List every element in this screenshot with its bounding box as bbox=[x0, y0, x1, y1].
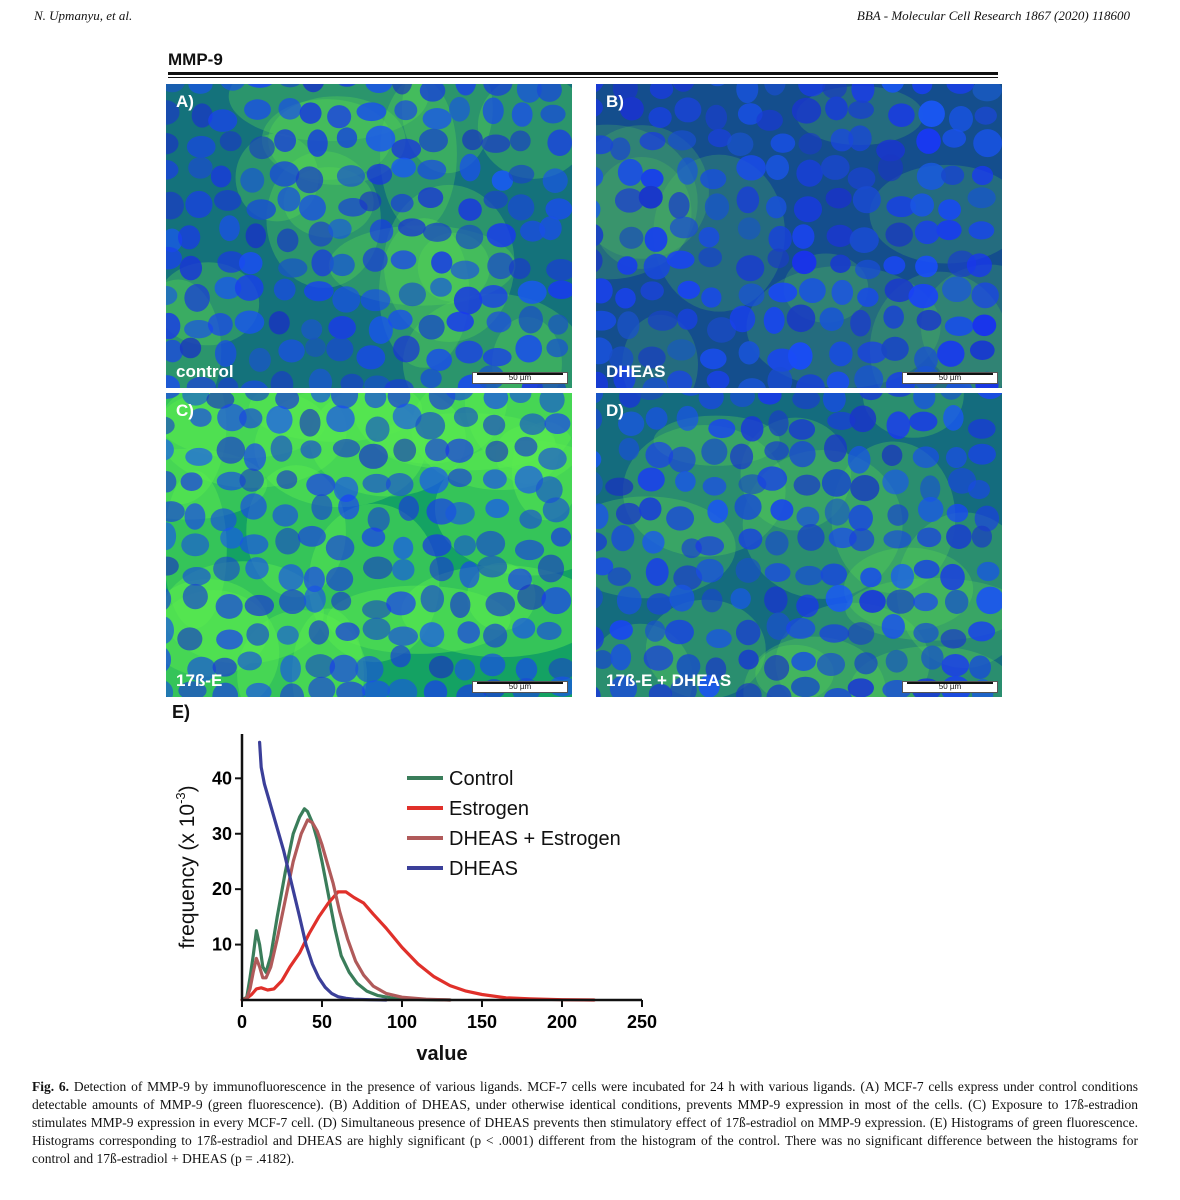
panel-letter-e: E) bbox=[172, 702, 190, 722]
title-rule-thick bbox=[168, 72, 998, 75]
panel-condition-a: control bbox=[176, 362, 234, 381]
panel-condition-b: DHEAS bbox=[606, 362, 666, 381]
y-axis-label-sup: -3 bbox=[173, 792, 188, 804]
legend: Control Estrogen DHEAS + Estrogen DHEAS bbox=[407, 768, 621, 880]
x-tick-label-3: 150 bbox=[467, 1012, 497, 1032]
x-axis-label: value bbox=[416, 1043, 467, 1065]
y-tick-label-0: 10 bbox=[212, 935, 232, 955]
micrograph-image-c bbox=[166, 393, 572, 697]
micrograph-image-d bbox=[596, 393, 1002, 697]
series-line-estrogen bbox=[240, 890, 596, 1002]
figure-title: MMP-9 bbox=[168, 50, 223, 69]
micrograph-panel-c: C) 17ß-E 50 µm bbox=[166, 393, 572, 697]
histogram-chart: 0 50 100 150 200 250 10 20 30 40 value frequency … bbox=[173, 734, 657, 1065]
legend-label-2: DHEAS + Estrogen bbox=[449, 828, 621, 850]
running-head-journal: BBA - Molecular Cell Research 1867 (2020… bbox=[856, 8, 1130, 23]
series-line-control bbox=[240, 807, 452, 1002]
micrograph-panel-a: A) control 50 µm bbox=[166, 84, 572, 388]
x-tick-label-1: 50 bbox=[312, 1012, 332, 1032]
y-tick-label-1: 20 bbox=[212, 879, 232, 899]
caption-fig-label: Fig. 6. bbox=[32, 1079, 70, 1094]
micrograph-panel-b: B) DHEAS 50 µm bbox=[596, 84, 1002, 388]
micrograph-image-a bbox=[166, 84, 572, 388]
legend-label-0: Control bbox=[449, 768, 513, 790]
x-tick-label-5: 250 bbox=[627, 1012, 657, 1032]
series-line-dheas bbox=[258, 740, 388, 1002]
legend-label-1: Estrogen bbox=[449, 798, 529, 820]
y-tick-label-2: 30 bbox=[212, 824, 232, 844]
panel-letter-d: D) bbox=[606, 401, 624, 420]
histogram-series-group bbox=[240, 740, 596, 1002]
micrograph-panel-d: D) 17ß-E + DHEAS 50 µm bbox=[596, 393, 1002, 697]
series-line-dheas-estrogen bbox=[240, 818, 452, 1002]
x-tick-label-4: 200 bbox=[547, 1012, 577, 1032]
axis-ticks: 0 50 100 150 200 250 10 20 30 40 bbox=[212, 768, 657, 1032]
legend-label-3: DHEAS bbox=[449, 858, 518, 880]
y-axis-label-main: frequency (x 10 bbox=[176, 804, 199, 949]
panel-condition-c: 17ß-E bbox=[176, 671, 223, 690]
x-tick-label-0: 0 bbox=[237, 1012, 247, 1032]
scale-bar-d: 50 µm bbox=[902, 681, 998, 693]
running-head-author: N. Upmanyu, et al. bbox=[34, 8, 133, 23]
panel-letter-a: A) bbox=[176, 92, 194, 111]
figure-caption: Fig. 6. Detection of MMP-9 by immunofluo… bbox=[32, 1078, 1138, 1168]
y-tick-label-3: 40 bbox=[212, 768, 232, 788]
scale-bar-a: 50 µm bbox=[472, 372, 568, 384]
panel-condition-d: 17ß-E + DHEAS bbox=[606, 671, 732, 690]
panel-letter-b: B) bbox=[606, 92, 624, 111]
micrograph-image-b bbox=[596, 84, 1002, 388]
scale-bar-b: 50 µm bbox=[902, 372, 998, 384]
caption-text: Detection of MMP-9 by immunofluorescence… bbox=[32, 1079, 1138, 1166]
x-tick-label-2: 100 bbox=[387, 1012, 417, 1032]
title-rule-thin bbox=[168, 77, 998, 78]
panel-letter-c: C) bbox=[176, 401, 194, 420]
scale-bar-c: 50 µm bbox=[472, 681, 568, 693]
y-axis-label-close: ) bbox=[176, 785, 199, 792]
y-axis-label: frequency (x 10-3) bbox=[173, 785, 199, 948]
